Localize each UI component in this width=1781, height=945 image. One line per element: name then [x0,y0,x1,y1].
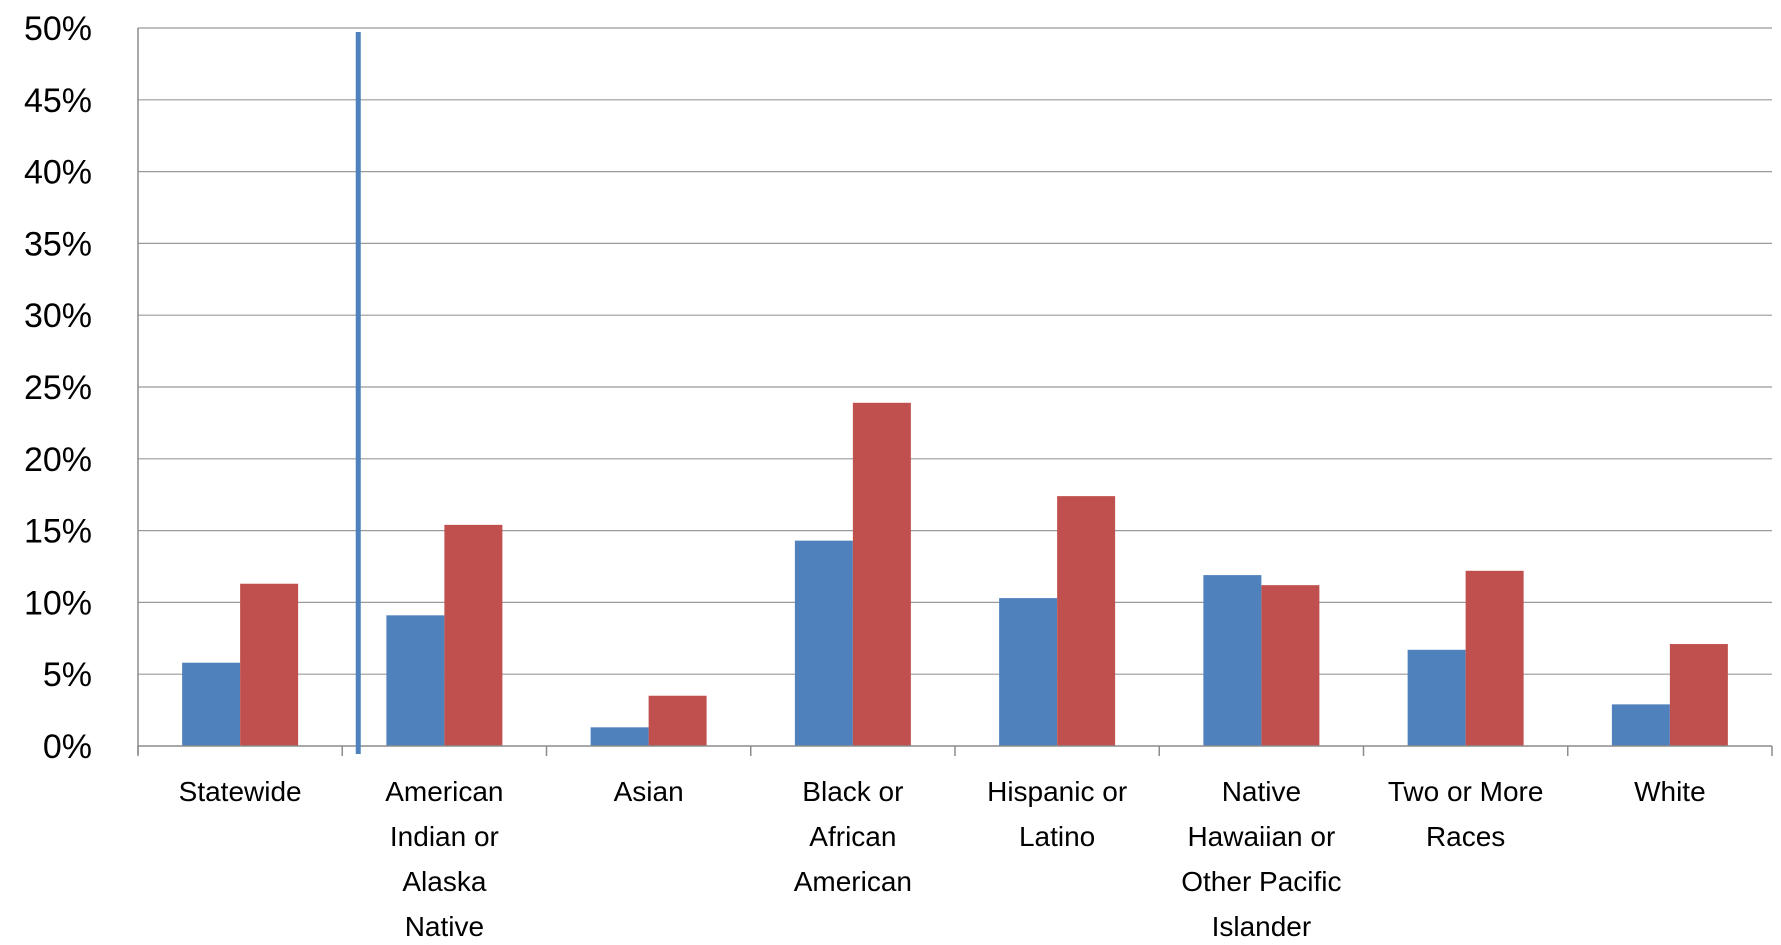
y-axis-tick-labels: 0% 5% 10% 15% 20% 25% 30% 35% 40% 45% 50% [24,10,92,766]
x-tick-label: Native Hawaiian or Other Pacific Islander [1181,776,1341,942]
bar [1669,644,1728,746]
x-tick-label: White [1634,776,1706,807]
x-tick-label: Statewide [179,776,302,807]
bar [240,583,299,746]
x-axis-category-labels: Statewide American Indian or Alaska Native As… [179,776,1706,942]
y-tick-label: 45% [24,82,92,120]
axes [137,28,1773,756]
y-tick-label: 0% [43,728,92,766]
y-tick-label: 5% [43,656,92,694]
y-tick-label: 40% [24,154,92,192]
bar [386,615,445,746]
bar [1203,575,1262,746]
bar [1261,585,1320,746]
bar [1611,704,1670,746]
bar [1407,649,1466,746]
bar [1057,496,1116,746]
y-tick-label: 15% [24,513,92,551]
gridlines [138,27,1772,675]
bar [852,402,911,746]
bar [1465,570,1524,746]
bar [648,695,707,746]
x-tick-label: Asian [614,776,684,807]
bar [999,598,1058,746]
bar [590,727,649,746]
y-tick-label: 50% [24,10,92,48]
y-tick-label: 30% [24,297,92,335]
x-tick-label: Two or More Races [1388,776,1544,852]
bar [444,524,503,746]
bar [794,540,853,746]
y-tick-label: 10% [24,584,92,622]
bar [182,662,241,746]
y-tick-label: 20% [24,441,92,479]
x-tick-label: American Indian or Alaska Native [385,776,503,942]
x-tick-label: Hispanic or Latino [987,776,1127,852]
y-tick-label: 35% [24,225,92,263]
y-tick-label: 25% [24,369,92,407]
x-tick-label: Black or African American [794,776,912,897]
bars [182,402,1728,746]
